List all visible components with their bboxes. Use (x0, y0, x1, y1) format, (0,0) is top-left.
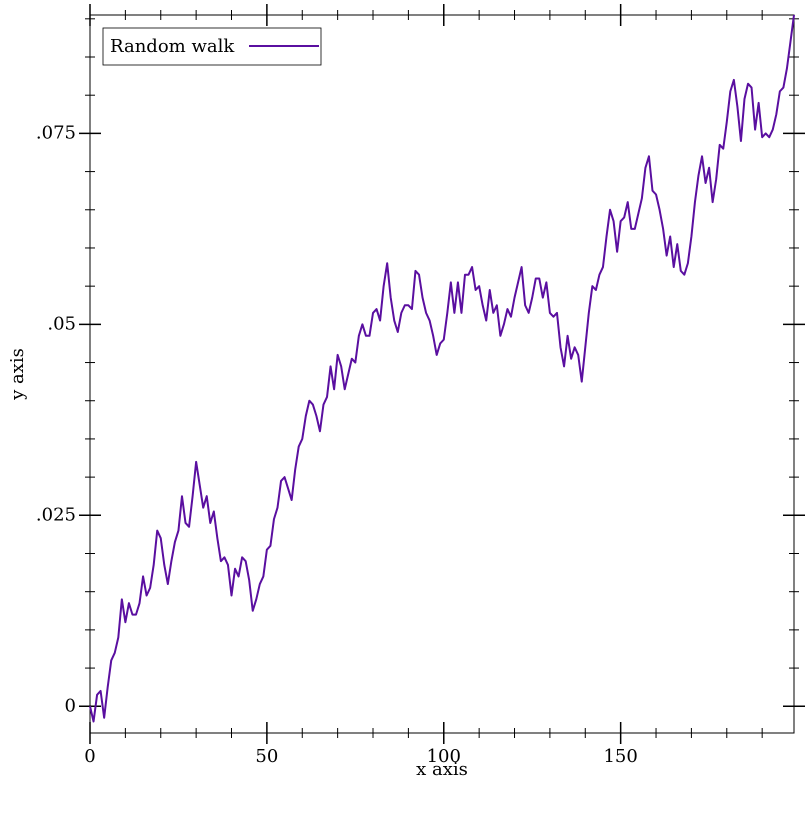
x-tick-label: 100 (427, 746, 461, 767)
plot-frame (89, 14, 795, 734)
series-line-random-walk (89, 14, 795, 723)
y-tick-label: .05 (47, 313, 76, 334)
legend-label: Random walk (110, 36, 235, 57)
x-tick-label: 0 (84, 746, 95, 767)
y-tick-label: .025 (36, 504, 76, 525)
series-layer (89, 14, 795, 723)
x-tick-label: 50 (255, 746, 278, 767)
y-tick-label: .075 (36, 122, 76, 143)
x-tick-label: 150 (603, 746, 637, 767)
ticks-layer: 0 50 100 150 0 .025 .05 .075 (36, 4, 805, 767)
y-axis-label: y axis (7, 348, 28, 401)
x-axis-label: x axis (416, 759, 468, 780)
legend: Random walk (102, 27, 322, 66)
y-tick-label: 0 (65, 695, 76, 716)
